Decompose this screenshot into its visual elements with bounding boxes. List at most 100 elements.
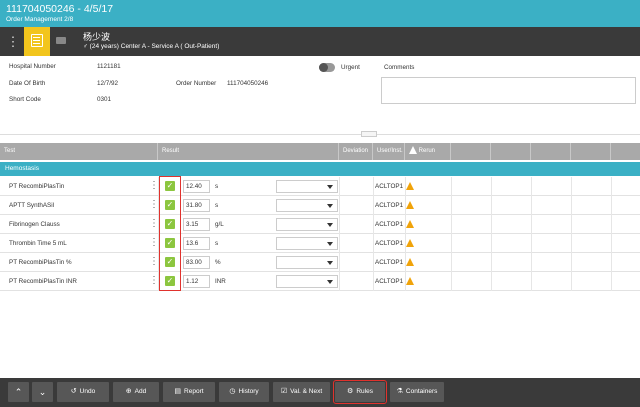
containers-button[interactable]: ⚗ Containers <box>390 382 444 402</box>
containers-icon: ⚗ <box>396 388 403 395</box>
undo-button[interactable]: ↺ Undo <box>57 382 109 402</box>
column-test[interactable]: Test <box>0 143 158 160</box>
rules-button[interactable]: ⚙ Rules <box>333 380 387 404</box>
splitter-handle[interactable] <box>361 131 377 137</box>
table-row[interactable]: Thrombin Time 5 mL ⋮ ✓ 13.6 s ACLTOP1 <box>0 234 640 253</box>
row-menu-icon[interactable]: ⋮ <box>149 199 159 210</box>
validate-checkbox[interactable]: ✓ <box>165 200 175 210</box>
cell-divider <box>373 215 374 234</box>
cell-divider <box>491 253 492 272</box>
menu-kebab-icon[interactable]: ⋮ <box>6 34 20 49</box>
urgent-label: Urgent <box>341 64 360 71</box>
move-up-button[interactable]: ⌃ <box>8 382 29 402</box>
history-button[interactable]: ◷ History <box>219 382 269 402</box>
chevron-up-icon: ⌃ <box>14 387 23 397</box>
column-result[interactable]: Result <box>158 143 339 160</box>
add-button[interactable]: ⊕ Add <box>113 382 159 402</box>
table-row[interactable]: PT RecombiPlasTin % ⋮ ✓ 83.00% ACLTOP1 <box>0 253 640 272</box>
row-menu-icon[interactable]: ⋮ <box>149 180 159 191</box>
validate-next-button[interactable]: ☑ Val. & Next <box>273 382 330 402</box>
warning-icon <box>406 277 414 285</box>
cell-divider <box>339 196 340 215</box>
caret-down-icon <box>327 242 333 246</box>
cell-divider <box>373 177 374 196</box>
caret-down-icon <box>327 280 333 284</box>
cell-divider <box>405 177 406 196</box>
patient-bar: ⋮ 杨少波 ♂ (24 years) Center A - Service A … <box>0 27 640 56</box>
cell-divider <box>531 234 532 253</box>
window-titlebar: 111704050246 - 4/5/17 Order Management 2… <box>0 0 640 27</box>
table-row[interactable]: Fibrinogen Clauss ⋮ ✓ 3.15 g/L ACLTOP1 <box>0 215 640 234</box>
edit-check-icon: ☑ <box>280 388 288 395</box>
cell-divider <box>571 234 572 253</box>
test-name: Thrombin Time 5 mL <box>9 240 67 247</box>
cell-divider <box>451 215 452 234</box>
result-unit: INR <box>215 278 226 285</box>
urgent-toggle[interactable] <box>319 63 335 72</box>
validate-checkbox[interactable]: ✓ <box>165 238 175 248</box>
result-input[interactable]: 3.15 <box>183 218 210 231</box>
add-icon: ⊕ <box>125 388 132 395</box>
table-row[interactable]: PT RecombiPlasTin ⋮ ✓ 12.40 s ACLTOP1 <box>0 177 640 196</box>
undo-label: Undo <box>79 388 96 395</box>
report-button[interactable]: ▤ Report <box>163 382 215 402</box>
cell-divider <box>158 177 159 196</box>
column-extra-4 <box>571 143 611 160</box>
result-unit: g/L <box>215 221 224 228</box>
group-row-hemostasis[interactable]: Hemostasis <box>0 162 640 176</box>
column-rerun[interactable]: Rerun <box>405 143 451 160</box>
cell-divider <box>531 177 532 196</box>
column-deviation[interactable]: Deviation <box>339 143 373 160</box>
cell-divider <box>158 253 159 272</box>
validate-checkbox[interactable]: ✓ <box>165 219 175 229</box>
result-comment-dropdown[interactable] <box>276 237 338 250</box>
containers-label: Containers <box>405 388 438 395</box>
order-number-value: 111704050246 <box>227 80 269 87</box>
result-comment-dropdown[interactable] <box>276 199 338 212</box>
column-user-inst[interactable]: User/Inst. <box>373 143 405 160</box>
cell-divider <box>405 272 406 291</box>
column-extra-3 <box>531 143 571 160</box>
comments-input[interactable] <box>381 77 636 104</box>
validate-checkbox[interactable]: ✓ <box>165 276 175 286</box>
column-extra-1 <box>451 143 491 160</box>
row-menu-icon[interactable]: ⋮ <box>149 275 159 286</box>
move-down-button[interactable]: ⌄ <box>32 382 53 402</box>
test-name: PT RecombiPlasTin <box>9 183 65 190</box>
test-name: PT RecombiPlasTin % <box>9 259 72 266</box>
column-extra-2 <box>491 143 531 160</box>
cell-divider <box>339 215 340 234</box>
row-menu-icon[interactable]: ⋮ <box>149 218 159 229</box>
test-name: APTT SynthASil <box>9 202 55 209</box>
validate-checkbox[interactable]: ✓ <box>165 181 175 191</box>
gear-icon: ⚙ <box>347 388 354 395</box>
add-label: Add <box>134 388 147 395</box>
result-input[interactable]: 1.12 <box>183 275 210 288</box>
dob-label: Date Of Birth <box>9 80 46 87</box>
row-menu-icon[interactable]: ⋮ <box>149 256 159 267</box>
table-row[interactable]: APTT SynthASil ⋮ ✓ 31.80 s ACLTOP1 <box>0 196 640 215</box>
cell-divider <box>405 196 406 215</box>
result-comment-dropdown[interactable] <box>276 256 338 269</box>
table-row[interactable]: PT RecombiPlasTin INR ⋮ ✓ 1.12 INR ACLTOP1 <box>0 272 640 291</box>
result-input[interactable]: 83.00 <box>183 256 210 269</box>
dob-value: 12/7/92 <box>97 80 119 87</box>
cell-divider <box>339 253 340 272</box>
validate-checkbox[interactable]: ✓ <box>165 257 175 267</box>
result-comment-dropdown[interactable] <box>276 275 338 288</box>
cell-divider <box>531 253 532 272</box>
result-input[interactable]: 12.40 <box>183 180 210 193</box>
calendar-button[interactable] <box>24 27 50 56</box>
cell-divider <box>373 196 374 215</box>
result-comment-dropdown[interactable] <box>276 218 338 231</box>
cell-divider <box>158 196 159 215</box>
result-input[interactable]: 31.80 <box>183 199 210 212</box>
result-comment-dropdown[interactable] <box>276 180 338 193</box>
document-icon[interactable] <box>56 37 66 44</box>
caret-down-icon <box>327 204 333 208</box>
cell-divider <box>571 272 572 291</box>
result-input[interactable]: 13.6 <box>183 237 210 250</box>
row-menu-icon[interactable]: ⋮ <box>149 237 159 248</box>
panel-splitter <box>0 134 640 135</box>
test-name: PT RecombiPlasTin INR <box>9 278 77 285</box>
